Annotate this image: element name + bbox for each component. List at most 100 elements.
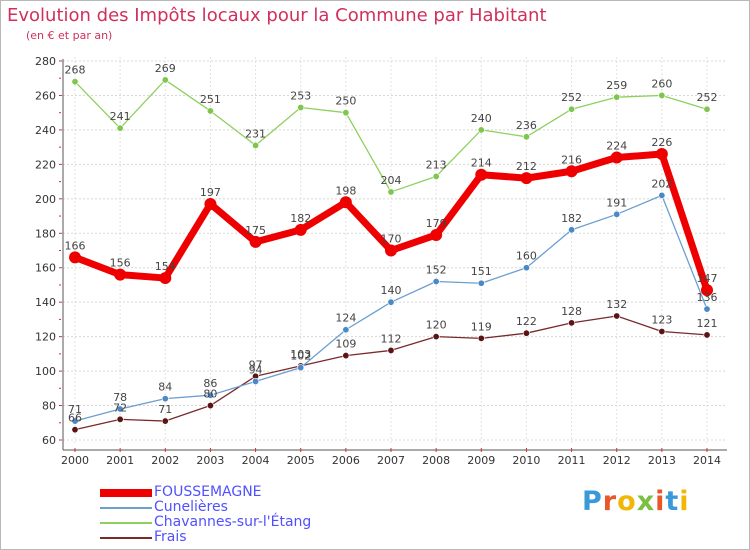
point-foussemagne-2005: [294, 223, 307, 236]
point-cuneli-res-2013: [658, 191, 666, 199]
y-tick-label-140: 140: [35, 296, 56, 309]
data-label-frais-2004: 97: [249, 358, 263, 371]
data-label-frais-2007: 112: [381, 332, 402, 345]
data-label-frais-2000: 66: [68, 412, 82, 425]
data-label-cuneli-res-2013: 202: [651, 177, 672, 190]
y-tick-label-200: 200: [35, 193, 56, 206]
data-label-cuneli-res-2003: 86: [203, 377, 217, 390]
data-label-cuneli-res-2009: 151: [471, 265, 492, 278]
data-label-chavannes-sur-l-tang-2003: 251: [200, 93, 221, 106]
data-label-foussemagne-2013: 226: [651, 136, 672, 149]
x-tick-label-2008: 2008: [422, 454, 450, 467]
x-tick-label-2001: 2001: [106, 454, 134, 467]
point-foussemagne-2001: [114, 268, 127, 281]
point-frais-2011: [568, 319, 576, 327]
point-cuneli-res-2005: [297, 364, 305, 372]
data-label-cuneli-res-2007: 140: [381, 284, 402, 297]
data-label-chavannes-sur-l-tang-2001: 241: [110, 110, 131, 123]
point-frais-2010: [522, 329, 530, 337]
data-label-foussemagne-2005: 182: [290, 212, 311, 225]
point-chavannes-sur-l-tang-2009: [477, 126, 485, 134]
data-label-frais-2014: 121: [697, 317, 718, 330]
y-tick-label-120: 120: [35, 331, 56, 344]
x-tick-label-2006: 2006: [332, 454, 360, 467]
y-tick-label-80: 80: [42, 400, 56, 413]
point-cuneli-res-2007: [387, 298, 395, 306]
logo-letter: i: [655, 486, 666, 517]
point-frais-2000: [71, 426, 79, 434]
y-tick-label-240: 240: [35, 124, 56, 137]
x-tick-label-2014: 2014: [693, 454, 721, 467]
x-tick-label-2013: 2013: [648, 454, 676, 467]
data-label-chavannes-sur-l-tang-2005: 253: [290, 90, 311, 103]
data-label-cuneli-res-2004: 94: [249, 363, 263, 376]
legend-swatch-frais: [100, 537, 152, 539]
point-cuneli-res-2008: [432, 278, 440, 286]
data-label-chavannes-sur-l-tang-2004: 231: [245, 127, 266, 140]
x-tick-label-2011: 2011: [558, 454, 586, 467]
data-label-frais-2009: 119: [471, 320, 492, 333]
point-frais-2003: [206, 402, 214, 410]
point-chavannes-sur-l-tang-2005: [297, 104, 305, 112]
point-frais-2006: [342, 352, 350, 360]
data-label-frais-2003: 80: [203, 388, 217, 401]
data-label-foussemagne-2008: 179: [426, 217, 447, 230]
x-tick-label-2000: 2000: [61, 454, 89, 467]
data-label-foussemagne-2000: 166: [65, 239, 86, 252]
data-label-foussemagne-2006: 198: [335, 184, 356, 197]
y-tick-label-60: 60: [42, 434, 56, 447]
point-frais-2012: [613, 312, 621, 320]
data-label-chavannes-sur-l-tang-2010: 236: [516, 119, 537, 132]
point-cuneli-res-2009: [477, 279, 485, 287]
x-tick-label-2010: 2010: [512, 454, 540, 467]
data-label-cuneli-res-2008: 152: [426, 264, 447, 277]
grid-layer: [63, 57, 727, 443]
point-chavannes-sur-l-tang-2007: [387, 188, 395, 196]
y-tick-label-100: 100: [35, 365, 56, 378]
logo-letter: r: [602, 486, 618, 517]
x-tick-label-2009: 2009: [467, 454, 495, 467]
point-foussemagne-2004: [249, 235, 262, 248]
data-label-cuneli-res-2011: 182: [561, 212, 582, 225]
logo-letter: t: [665, 486, 680, 517]
point-cuneli-res-2006: [342, 326, 350, 334]
series-layer: [69, 76, 713, 434]
legend-swatch-foussemagne: [100, 489, 152, 497]
point-cuneli-res-2012: [613, 210, 621, 218]
point-cuneli-res-2011: [568, 226, 576, 234]
point-foussemagne-2003: [204, 197, 217, 210]
x-tick-label-2004: 2004: [242, 454, 270, 467]
point-chavannes-sur-l-tang-2000: [71, 78, 79, 86]
data-label-cuneli-res-2002: 84: [158, 381, 172, 394]
point-chavannes-sur-l-tang-2002: [161, 76, 169, 84]
data-label-frais-2011: 128: [561, 305, 582, 318]
logo-letter: o: [617, 486, 637, 517]
data-label-cuneli-res-2000: 71: [68, 403, 82, 416]
x-tick-label-2002: 2002: [151, 454, 179, 467]
logo-letter: x: [636, 486, 656, 517]
point-chavannes-sur-l-tang-2012: [613, 93, 621, 101]
legend-label-frais: Frais: [154, 529, 187, 545]
data-label-foussemagne-2007: 170: [381, 233, 402, 246]
point-chavannes-sur-l-tang-2004: [252, 141, 260, 149]
data-label-frais-2006: 109: [335, 338, 356, 351]
point-frais-2014: [703, 331, 711, 339]
data-label-foussemagne-2011: 216: [561, 153, 582, 166]
data-label-foussemagne-2001: 156: [110, 257, 131, 270]
data-label-layer: 268 241 269 251 231 253 250 204 213 240 236 252 259 2…: [65, 62, 718, 425]
data-label-chavannes-sur-l-tang-2009: 240: [471, 112, 492, 125]
data-label-foussemagne-2010: 212: [516, 160, 537, 173]
data-label-foussemagne-2012: 224: [606, 139, 627, 152]
point-foussemagne-2012: [610, 151, 623, 164]
data-label-foussemagne-2009: 214: [471, 157, 492, 170]
point-foussemagne-2014: [701, 284, 713, 297]
point-chavannes-sur-l-tang-2006: [342, 109, 350, 117]
data-label-frais-2001: 72: [113, 401, 127, 414]
data-label-chavannes-sur-l-tang-2000: 268: [65, 64, 86, 77]
data-label-chavannes-sur-l-tang-2006: 250: [335, 95, 356, 108]
point-frais-2008: [432, 333, 440, 341]
data-label-cuneli-res-2006: 124: [335, 312, 356, 325]
point-foussemagne-2011: [565, 165, 578, 178]
x-tick-label-2007: 2007: [377, 454, 405, 467]
legend-label-cunelieres: Cunelières: [154, 499, 228, 515]
